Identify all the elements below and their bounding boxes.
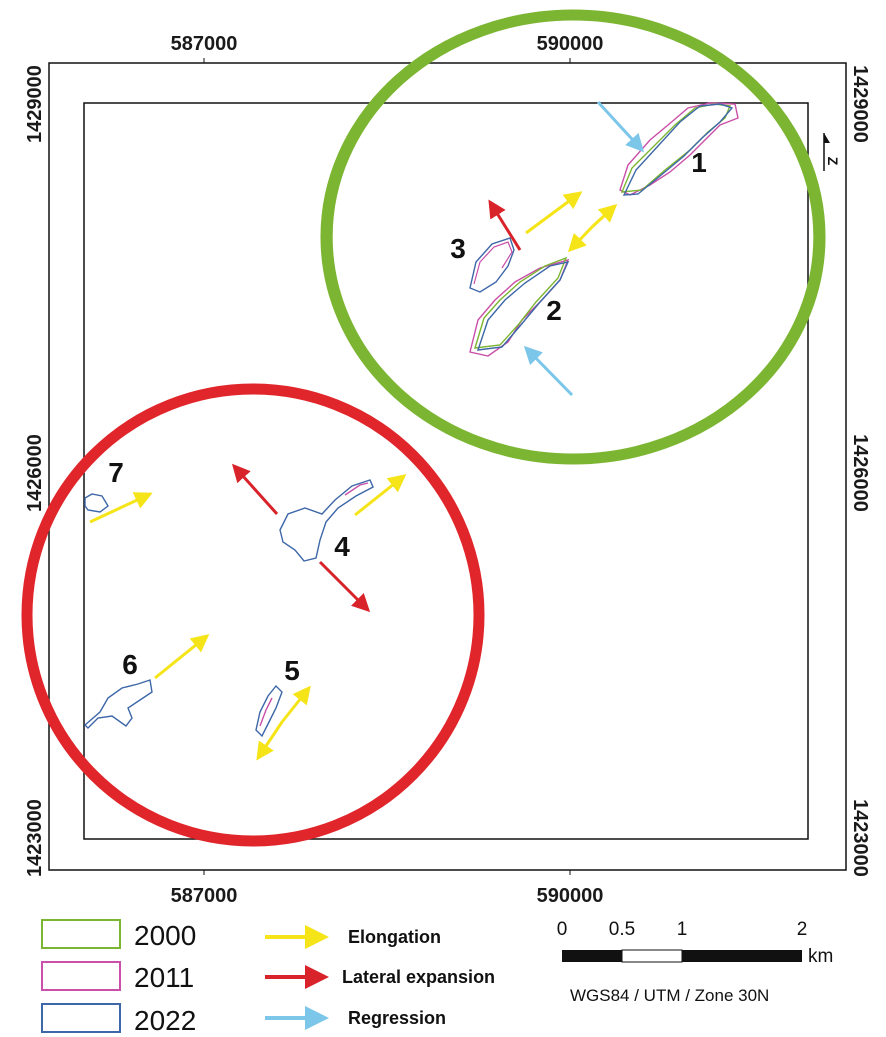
legend-elongation-label: Elongation [348, 927, 441, 947]
green-highlight-circle [320, 9, 826, 465]
feature-2-outlines [469, 256, 570, 357]
north-arrow-icon: Z [823, 133, 841, 171]
y-tick-left-1: 1429000 [24, 65, 46, 143]
feature-label-1: 1 [691, 147, 707, 178]
legend-lateral-label: Lateral expansion [342, 967, 495, 987]
scale-tick-2: 2 [797, 919, 808, 940]
feature-4-outline [279, 479, 374, 562]
legend-years: 2000 2011 2022 [41, 919, 196, 1036]
scale-unit: km [808, 946, 833, 967]
elongation-arrows [89, 191, 618, 761]
legend-regression-label: Regression [348, 1008, 446, 1028]
y-tick-right-2: 1426000 [849, 434, 871, 512]
feature-label-4: 4 [334, 531, 350, 562]
scale-tick-1: 1 [677, 919, 688, 940]
legend-swatch-2000 [41, 919, 121, 949]
y-tick-left-3: 1423000 [24, 799, 46, 877]
legend-label-2022: 2022 [134, 1005, 196, 1036]
legend-label-2000: 2000 [134, 920, 196, 951]
feature-label-3: 3 [450, 233, 466, 264]
feature-7-outline [84, 493, 109, 513]
legend-arrows: Elongation Lateral expansion Regression [265, 925, 495, 1030]
north-label: Z [825, 157, 841, 166]
y-tick-left-2: 1426000 [24, 434, 46, 512]
y-tick-right-1: 1429000 [849, 65, 871, 143]
regression-arrows [523, 100, 645, 397]
x-tick-bottom-2: 590000 [537, 885, 604, 907]
lateral-expansion-arrows [231, 199, 522, 613]
legend-label-2011: 2011 [134, 962, 194, 993]
red-highlight-circle [21, 383, 485, 847]
scale-tick-0: 0 [557, 919, 568, 940]
feature-6-outline [83, 679, 153, 729]
feature-label-7: 7 [108, 457, 124, 488]
y-tick-right-3: 1423000 [849, 799, 871, 877]
x-tick-top-2: 590000 [537, 33, 604, 55]
feature-label-2: 2 [546, 295, 562, 326]
feature-label-5: 5 [284, 655, 300, 686]
x-tick-bottom-1: 587000 [171, 885, 238, 907]
crs-label: WGS84 / UTM / Zone 30N [570, 986, 769, 1005]
feature-3-outline [469, 237, 515, 293]
outer-frame [48, 62, 847, 871]
feature-label-6: 6 [122, 649, 138, 680]
legend-swatch-2022 [41, 1003, 121, 1033]
scale-bar: 0 0.5 1 2 km WGS84 / UTM / Zone 30N [557, 919, 834, 1005]
x-tick-top-1: 587000 [171, 33, 238, 55]
feature-1-outlines [619, 102, 739, 196]
legend-swatch-2011 [41, 961, 121, 991]
feature-5-outline [255, 684, 283, 738]
scale-tick-05: 0.5 [609, 919, 635, 940]
